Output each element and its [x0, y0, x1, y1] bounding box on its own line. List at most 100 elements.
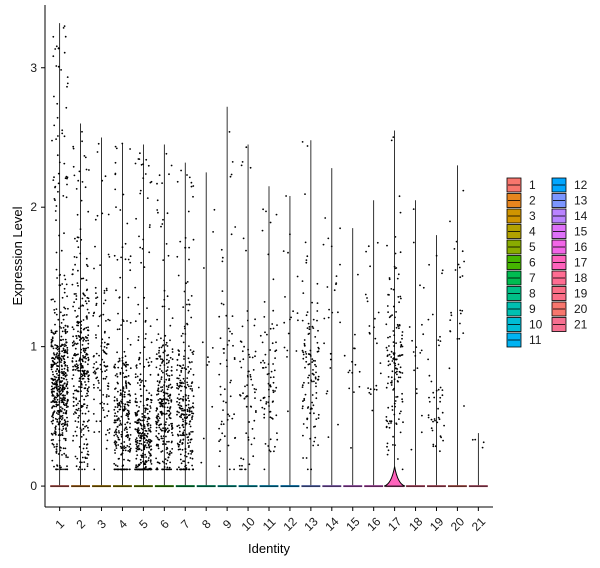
legend-label-17: 17	[574, 256, 588, 270]
data-point	[60, 376, 63, 379]
data-point	[242, 392, 244, 395]
data-point	[55, 219, 57, 222]
data-point	[138, 432, 140, 434]
data-point	[127, 459, 129, 462]
violin-group-13	[301, 140, 321, 488]
data-point	[156, 417, 159, 420]
data-point	[192, 395, 195, 398]
data-point	[114, 374, 117, 377]
data-point	[184, 423, 187, 426]
data-point	[120, 435, 123, 438]
data-point	[54, 210, 57, 212]
data-point	[191, 381, 194, 383]
data-point	[387, 449, 390, 452]
data-point	[118, 328, 121, 330]
data-point	[82, 427, 85, 430]
data-point	[144, 466, 147, 469]
data-point	[192, 353, 195, 355]
data-point	[93, 370, 96, 373]
data-point	[162, 344, 165, 346]
data-point	[439, 340, 442, 342]
data-point	[50, 298, 53, 301]
data-point	[146, 412, 149, 415]
data-point	[136, 448, 139, 451]
data-point	[157, 447, 160, 450]
data-point	[84, 349, 87, 352]
data-point	[87, 410, 90, 413]
data-point	[144, 453, 147, 456]
data-point	[56, 365, 58, 367]
data-point	[121, 452, 124, 455]
data-point	[397, 273, 400, 276]
data-point	[274, 445, 276, 448]
data-point	[157, 413, 160, 415]
data-point	[83, 327, 86, 330]
data-point	[122, 409, 125, 412]
data-point	[142, 238, 145, 241]
data-point	[136, 454, 139, 456]
data-point	[412, 208, 415, 211]
data-point	[138, 468, 141, 471]
data-point	[57, 354, 60, 357]
data-point	[272, 391, 275, 394]
data-point	[66, 346, 69, 349]
data-point	[122, 387, 125, 390]
data-point	[394, 362, 396, 365]
data-point	[182, 306, 185, 308]
data-point	[187, 436, 190, 438]
data-point	[64, 177, 67, 180]
data-point	[165, 468, 168, 471]
data-point	[58, 369, 60, 372]
data-point	[402, 421, 404, 424]
data-point	[242, 237, 245, 240]
data-point	[379, 362, 382, 364]
data-point	[162, 468, 165, 471]
data-point	[156, 393, 158, 396]
data-point	[161, 182, 164, 185]
data-point	[119, 420, 121, 422]
data-point	[95, 302, 98, 305]
data-point	[164, 423, 167, 426]
data-point	[119, 422, 122, 425]
data-point	[123, 447, 126, 450]
data-point	[99, 264, 101, 266]
data-point	[397, 325, 400, 327]
data-point	[398, 195, 401, 198]
data-point	[115, 206, 117, 209]
data-point	[230, 379, 232, 382]
data-point	[50, 366, 53, 369]
data-point	[304, 393, 307, 396]
data-point	[167, 386, 170, 389]
legend-label-7: 7	[529, 271, 536, 285]
data-point	[74, 352, 76, 355]
data-point	[171, 448, 174, 450]
data-point	[95, 368, 98, 371]
data-point	[87, 450, 89, 453]
data-point	[265, 401, 268, 403]
data-point	[158, 426, 161, 429]
data-point	[158, 438, 161, 441]
data-point	[144, 380, 147, 382]
data-point	[437, 339, 440, 341]
data-point	[80, 382, 83, 385]
data-point	[107, 382, 110, 385]
data-point	[180, 416, 183, 419]
data-point	[65, 314, 68, 316]
data-point	[123, 429, 126, 431]
data-point	[55, 205, 58, 207]
data-point	[122, 320, 125, 322]
data-point	[144, 337, 147, 340]
data-point	[182, 468, 185, 471]
data-point	[339, 321, 341, 324]
data-point	[188, 370, 191, 373]
data-point	[129, 426, 131, 429]
data-point	[164, 443, 167, 446]
data-point	[83, 468, 86, 471]
data-point	[71, 377, 74, 380]
data-point	[220, 302, 223, 305]
data-point	[168, 414, 170, 417]
data-point	[119, 468, 121, 471]
data-point	[182, 382, 185, 384]
data-point	[52, 382, 54, 385]
data-point	[143, 415, 146, 417]
